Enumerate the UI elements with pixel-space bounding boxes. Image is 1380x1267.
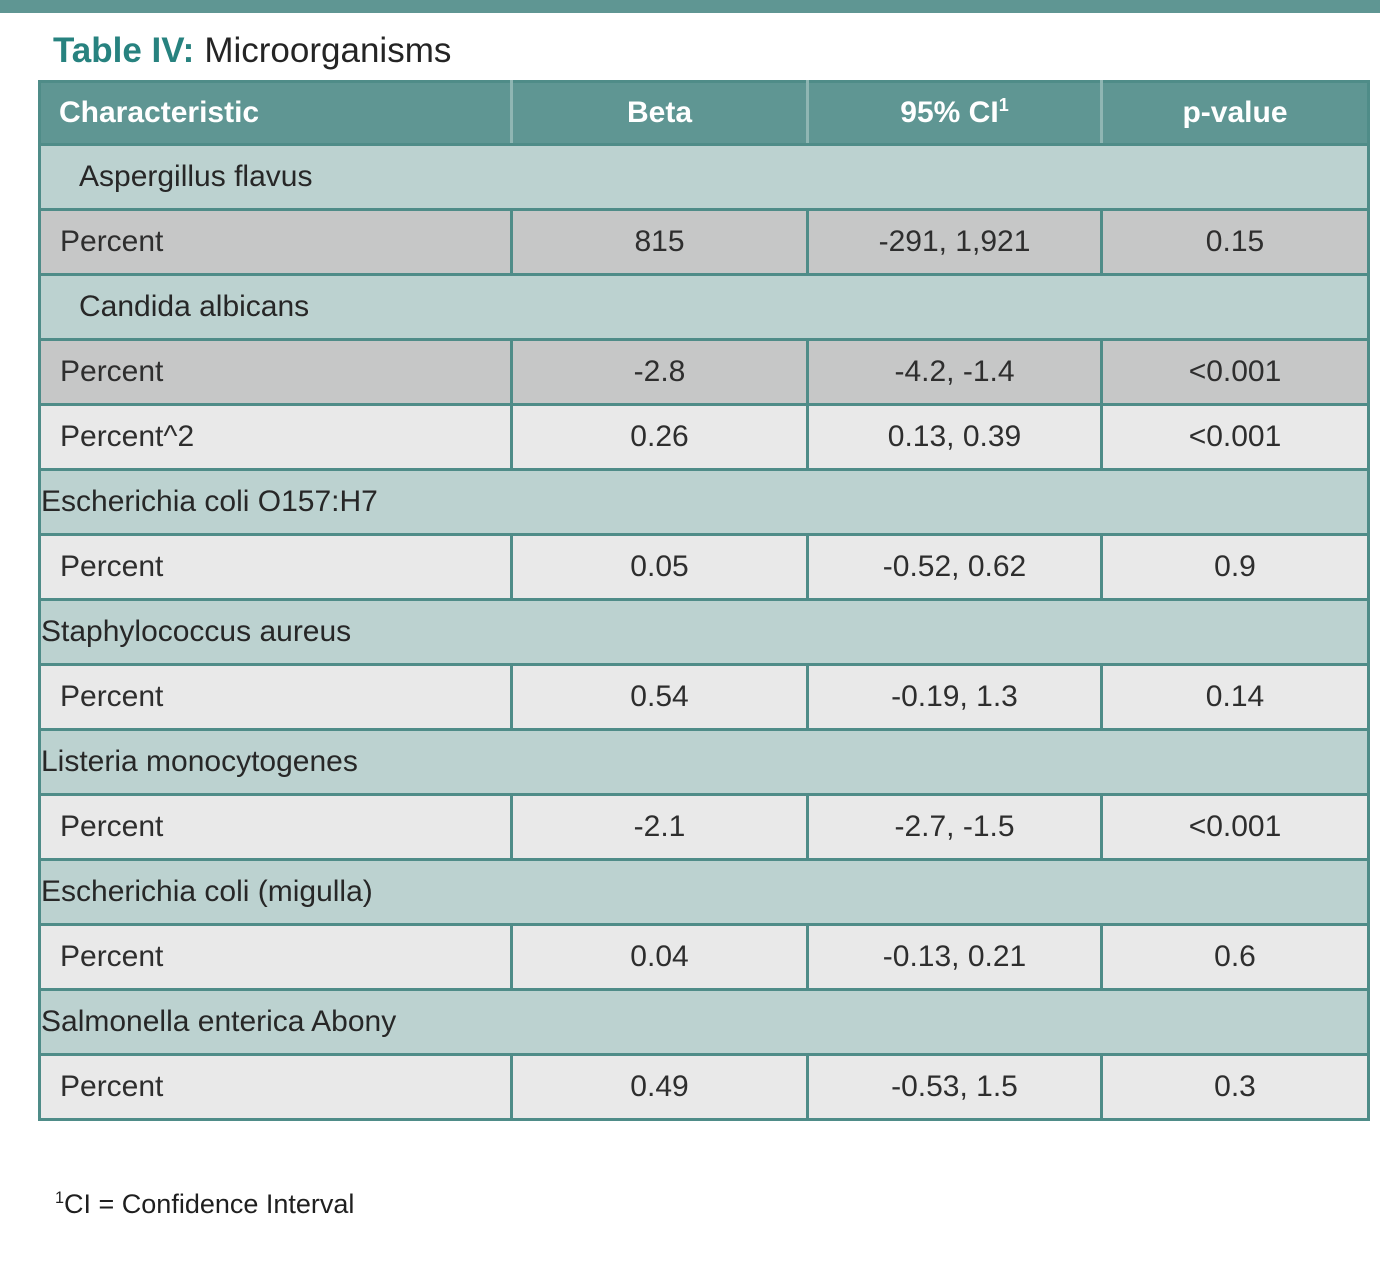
data-row: Percent 0.49 -0.53, 1.5 0.3 bbox=[38, 1053, 1370, 1121]
cell-beta: 0.05 bbox=[510, 533, 809, 601]
cell-pvalue: 0.3 bbox=[1100, 1053, 1370, 1121]
group-label: Escherichia coli (migulla) bbox=[38, 858, 1370, 926]
data-row: Percent 0.54 -0.19, 1.3 0.14 bbox=[38, 663, 1370, 731]
cell-beta: 0.26 bbox=[510, 403, 809, 471]
cell-pvalue: <0.001 bbox=[1100, 403, 1370, 471]
cell-characteristic: Percent^2 bbox=[38, 403, 513, 471]
ci-header-text: 95% CI bbox=[900, 96, 999, 129]
cell-ci: -0.53, 1.5 bbox=[806, 1053, 1103, 1121]
group-row-candida-albicans: Candida albicans bbox=[38, 273, 1370, 341]
group-row-escherichia-coli-o157h7: Escherichia coli O157:H7 bbox=[38, 468, 1370, 536]
cell-pvalue: 0.14 bbox=[1100, 663, 1370, 731]
group-label: Listeria monocytogenes bbox=[38, 728, 1370, 796]
group-row-salmonella-enterica-abony: Salmonella enterica Abony bbox=[38, 988, 1370, 1056]
data-row: Percent 0.05 -0.52, 0.62 0.9 bbox=[38, 533, 1370, 601]
cell-pvalue: <0.001 bbox=[1100, 793, 1370, 861]
microorganisms-table: Characteristic Beta 95% CI1 p-value Aspe… bbox=[38, 80, 1370, 1121]
group-row-listeria-monocytogenes: Listeria monocytogenes bbox=[38, 728, 1370, 796]
cell-beta: 0.49 bbox=[510, 1053, 809, 1121]
cell-ci: 0.13, 0.39 bbox=[806, 403, 1103, 471]
group-row-staphylococcus-aureus: Staphylococcus aureus bbox=[38, 598, 1370, 666]
cell-ci: -2.7, -1.5 bbox=[806, 793, 1103, 861]
data-row: Percent -2.1 -2.7, -1.5 <0.001 bbox=[38, 793, 1370, 861]
cell-pvalue: 0.9 bbox=[1100, 533, 1370, 601]
cell-beta: 815 bbox=[510, 208, 809, 276]
cell-ci: -291, 1,921 bbox=[806, 208, 1103, 276]
cell-characteristic: Percent bbox=[38, 793, 513, 861]
cell-ci: -0.52, 0.62 bbox=[806, 533, 1103, 601]
cell-beta: 0.04 bbox=[510, 923, 809, 991]
group-row-aspergillus-flavus: Aspergillus flavus bbox=[38, 143, 1370, 211]
table-title-text: Microorganisms bbox=[204, 31, 452, 70]
cell-ci: -4.2, -1.4 bbox=[806, 338, 1103, 406]
cell-beta: -2.8 bbox=[510, 338, 809, 406]
page-title: Table IV: Microorganisms bbox=[53, 30, 451, 72]
cell-characteristic: Percent bbox=[38, 533, 513, 601]
cell-beta: -2.1 bbox=[510, 793, 809, 861]
column-header-ci: 95% CI1 bbox=[806, 80, 1103, 146]
group-label: Staphylococcus aureus bbox=[38, 598, 1370, 666]
cell-characteristic: Percent bbox=[38, 208, 513, 276]
cell-characteristic: Percent bbox=[38, 923, 513, 991]
group-label: Salmonella enterica Abony bbox=[38, 988, 1370, 1056]
ci-superscript: 1 bbox=[998, 95, 1009, 115]
data-row: Percent 0.04 -0.13, 0.21 0.6 bbox=[38, 923, 1370, 991]
data-row: Percent 815 -291, 1,921 0.15 bbox=[38, 208, 1370, 276]
column-header-characteristic: Characteristic bbox=[38, 80, 513, 146]
data-row: Percent -2.8 -4.2, -1.4 <0.001 bbox=[38, 338, 1370, 406]
column-header-beta: Beta bbox=[510, 80, 809, 146]
footnote-text: CI = Confidence Interval bbox=[64, 1189, 355, 1219]
group-row-escherichia-coli-migulla: Escherichia coli (migulla) bbox=[38, 858, 1370, 926]
data-row: Percent^2 0.26 0.13, 0.39 <0.001 bbox=[38, 403, 1370, 471]
cell-pvalue: 0.15 bbox=[1100, 208, 1370, 276]
group-label: Candida albicans bbox=[38, 273, 1370, 341]
cell-ci: -0.19, 1.3 bbox=[806, 663, 1103, 731]
column-header-pvalue: p-value bbox=[1100, 80, 1370, 146]
cell-pvalue: 0.6 bbox=[1100, 923, 1370, 991]
group-label: Aspergillus flavus bbox=[38, 143, 1370, 211]
cell-ci: -0.13, 0.21 bbox=[806, 923, 1103, 991]
table-number-label: Table IV: bbox=[53, 31, 195, 70]
cell-characteristic: Percent bbox=[38, 1053, 513, 1121]
cell-characteristic: Percent bbox=[38, 663, 513, 731]
footnote-superscript: 1 bbox=[55, 1189, 65, 1207]
cell-pvalue: <0.001 bbox=[1100, 338, 1370, 406]
table-footnote: 1CI = Confidence Interval bbox=[55, 1189, 354, 1220]
top-accent-bar bbox=[0, 0, 1380, 13]
cell-characteristic: Percent bbox=[38, 338, 513, 406]
cell-beta: 0.54 bbox=[510, 663, 809, 731]
group-label: Escherichia coli O157:H7 bbox=[38, 468, 1370, 536]
header-row: Characteristic Beta 95% CI1 p-value bbox=[38, 80, 1370, 146]
